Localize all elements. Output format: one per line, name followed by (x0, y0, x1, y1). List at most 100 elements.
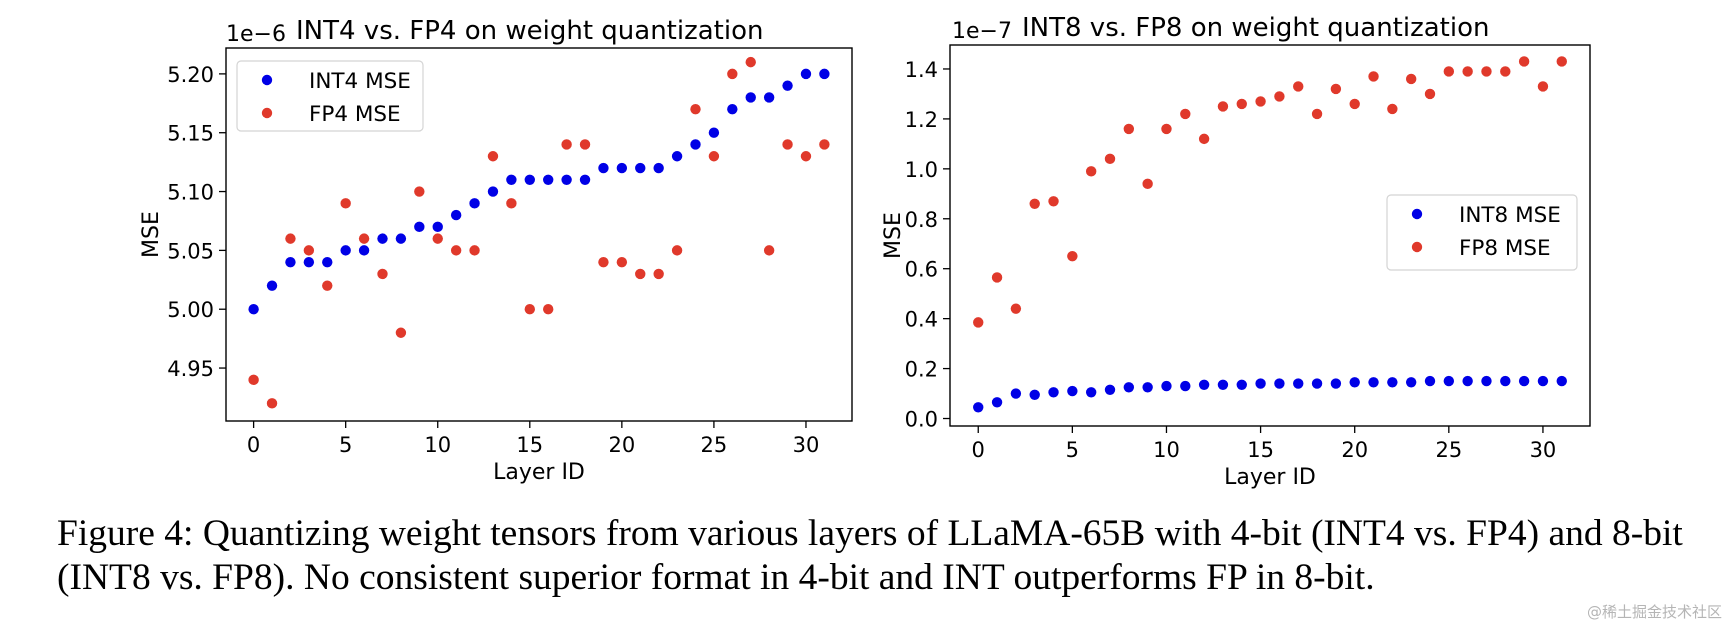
data-point (1142, 178, 1153, 190)
data-point (1368, 377, 1379, 388)
data-point (598, 256, 609, 268)
data-point (1443, 375, 1455, 387)
data-point (1085, 166, 1097, 177)
data-point (1085, 387, 1097, 398)
data-point (377, 233, 388, 244)
x-axis-label: Layer ID (1224, 465, 1316, 490)
data-point (973, 402, 984, 413)
offset-label: 1e−7 (952, 19, 1012, 44)
data-point (1010, 388, 1022, 399)
legend: INT4 MSE FP4 MSE (236, 60, 424, 132)
data-point (1405, 73, 1417, 85)
series-int4-mse (248, 68, 830, 315)
data-point (1481, 375, 1492, 387)
data-point (266, 398, 278, 409)
y-tick-label: 0.0 (905, 408, 938, 432)
data-point (1556, 56, 1567, 67)
x-tick-label: 5 (1066, 438, 1079, 462)
data-point (1048, 196, 1059, 207)
data-point (1217, 379, 1229, 391)
data-point (1405, 377, 1417, 388)
data-point (432, 233, 443, 244)
data-point (450, 209, 462, 221)
y-tick-label: 1.4 (905, 58, 938, 82)
data-point (1556, 375, 1567, 387)
series-int8-mse (973, 375, 1567, 413)
y-tick-label: 4.95 (167, 357, 214, 381)
data-point (340, 245, 351, 256)
data-point (506, 174, 517, 185)
x-tick-label: 0 (247, 433, 260, 457)
data-point (358, 245, 370, 256)
data-point (671, 245, 683, 256)
data-point (1236, 98, 1247, 110)
data-point (1424, 88, 1436, 100)
legend-marker (1411, 241, 1423, 253)
data-point (285, 256, 296, 268)
data-point (653, 162, 664, 174)
x-tick-label: 25 (701, 433, 728, 457)
data-point (1311, 108, 1323, 120)
data-point (1293, 81, 1304, 92)
x-tick-label: 5 (339, 433, 352, 457)
data-point (1537, 81, 1549, 92)
data-point (487, 151, 499, 162)
figure-caption: Figure 4: Quantizing weight tensors from… (57, 513, 1683, 598)
data-point (248, 374, 259, 386)
data-point (1387, 103, 1398, 115)
chart-title: INT8 vs. FP8 on weight quantization (1022, 13, 1489, 43)
data-point (1104, 153, 1116, 165)
chart-2: INT8 vs. FP8 on weight quantization 1e−7 0… (881, 13, 1591, 490)
data-point (782, 139, 793, 150)
legend-marker (261, 74, 273, 86)
data-point (1067, 385, 1078, 397)
data-point (377, 268, 388, 280)
data-point (635, 162, 646, 174)
data-point (800, 68, 812, 80)
data-point (708, 151, 720, 162)
data-point (1104, 384, 1116, 395)
data-point (1255, 378, 1266, 389)
data-point (1067, 251, 1078, 262)
y-axis-label: MSE (881, 212, 906, 259)
x-tick-label: 30 (793, 433, 820, 457)
data-point (763, 245, 775, 256)
data-point (653, 268, 664, 280)
x-tick-label: 15 (516, 433, 543, 457)
y-tick-label: 0.8 (905, 208, 938, 232)
chart-title: INT4 vs. FP4 on weight quantization (296, 16, 763, 46)
data-point (285, 233, 296, 244)
data-point (1330, 378, 1342, 389)
data-point (671, 151, 683, 162)
data-point (1500, 375, 1511, 387)
x-axis-label: Layer ID (493, 460, 585, 485)
legend-marker (1411, 208, 1423, 220)
data-point (1368, 71, 1379, 82)
x-tick-label: 30 (1530, 438, 1557, 462)
y-tick-label: 5.00 (167, 298, 214, 322)
data-point (1180, 108, 1191, 120)
data-point (1293, 378, 1304, 389)
y-tick-label: 1.2 (905, 108, 938, 132)
chart-1: INT4 vs. FP4 on weight quantization 1e−6 0… (139, 16, 853, 485)
data-point (1255, 96, 1266, 107)
y-tick-label: 5.05 (167, 239, 214, 263)
legend-label: FP4 MSE (309, 102, 401, 127)
data-point (1500, 66, 1511, 77)
data-point (745, 92, 756, 103)
plot-frame (225, 47, 853, 422)
data-point (1217, 101, 1229, 112)
data-point (506, 198, 517, 209)
data-point (469, 245, 480, 256)
data-point (991, 272, 1003, 283)
data-point (432, 221, 443, 233)
data-point (819, 68, 830, 80)
legend-label: INT4 MSE (309, 69, 411, 94)
data-point (1180, 380, 1191, 392)
data-point (1142, 382, 1153, 393)
y-tick-label: 0.4 (905, 308, 938, 332)
data-point (487, 186, 499, 197)
data-point (395, 233, 407, 244)
data-point (727, 103, 738, 115)
